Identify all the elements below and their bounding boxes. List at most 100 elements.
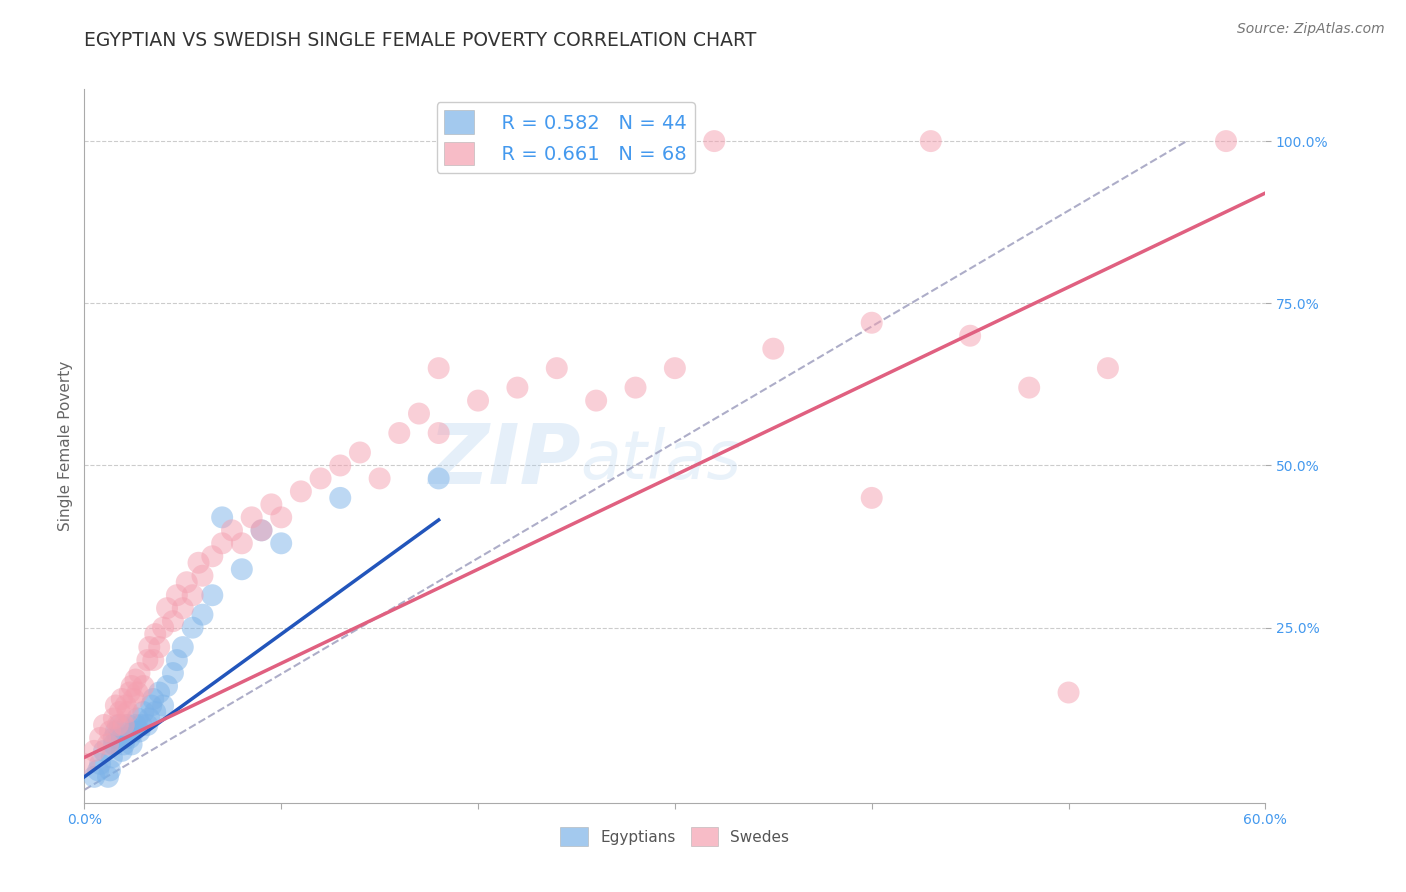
Point (152, 698, 174, 713)
Point (211, 536, 233, 550)
Point (250, 524, 273, 538)
Point (191, 607, 214, 622)
Point (156, 601, 179, 615)
Point (103, 711, 125, 725)
Point (959, 328, 981, 343)
Point (83, 744, 105, 758)
Point (118, 731, 141, 745)
Text: EGYPTIAN VS SWEDISH SINGLE FEMALE POVERTY CORRELATION CHART: EGYPTIAN VS SWEDISH SINGLE FEMALE POVERT… (84, 31, 756, 50)
Point (1215, 134, 1237, 148)
Point (114, 698, 136, 713)
Point (131, 718, 153, 732)
Point (231, 536, 253, 550)
Point (138, 640, 160, 654)
Point (136, 718, 159, 732)
Point (112, 738, 135, 752)
Point (250, 524, 273, 538)
Point (132, 679, 155, 693)
Point (624, 381, 647, 395)
Point (181, 588, 204, 602)
Point (107, 731, 129, 745)
Point (201, 588, 224, 602)
Point (388, 425, 411, 440)
Point (290, 484, 312, 499)
Point (142, 692, 165, 706)
Y-axis label: Single Female Poverty: Single Female Poverty (58, 361, 73, 531)
Point (860, 491, 883, 505)
Point (166, 588, 188, 602)
Point (89, 756, 111, 771)
Point (127, 711, 149, 725)
Point (231, 562, 253, 576)
Point (93, 744, 115, 758)
Point (166, 653, 188, 667)
Point (121, 679, 143, 693)
Point (187, 556, 209, 570)
Point (117, 718, 139, 732)
Point (143, 627, 166, 641)
Point (108, 718, 131, 732)
Text: atlas: atlas (581, 427, 741, 493)
Point (191, 568, 214, 582)
Point (240, 510, 263, 524)
Point (349, 445, 371, 459)
Point (201, 549, 224, 564)
Point (221, 524, 243, 538)
Point (172, 601, 194, 615)
Point (83, 770, 105, 784)
Point (73, 756, 96, 771)
Point (124, 673, 146, 687)
Point (111, 692, 134, 706)
Point (114, 731, 136, 745)
Point (408, 407, 430, 421)
Point (162, 614, 184, 628)
Point (142, 653, 165, 667)
Point (107, 718, 129, 732)
Point (920, 134, 942, 148)
Point (97, 738, 120, 752)
Point (368, 471, 391, 485)
Point (97, 770, 120, 784)
Point (132, 705, 155, 719)
Point (118, 685, 141, 699)
Point (117, 705, 139, 719)
Point (181, 621, 204, 635)
Point (172, 640, 194, 654)
Point (148, 685, 170, 699)
Point (309, 471, 332, 485)
Point (98, 724, 121, 739)
Point (89, 731, 111, 745)
Point (103, 731, 125, 745)
Point (176, 575, 198, 590)
Point (270, 510, 292, 524)
Point (329, 458, 352, 473)
Point (506, 381, 529, 395)
Point (1097, 361, 1119, 376)
Point (127, 685, 149, 699)
Point (427, 471, 450, 485)
Point (860, 316, 883, 330)
Point (93, 718, 115, 732)
Point (427, 425, 450, 440)
Point (103, 738, 125, 752)
Point (122, 692, 145, 706)
Point (104, 698, 127, 713)
Point (329, 491, 352, 505)
Point (152, 621, 174, 635)
Point (136, 653, 159, 667)
Point (143, 705, 166, 719)
Point (703, 134, 725, 148)
Point (104, 724, 127, 739)
Point (138, 711, 160, 725)
Point (156, 679, 179, 693)
Point (111, 744, 134, 758)
Point (112, 718, 135, 732)
Point (467, 393, 489, 408)
Point (122, 724, 145, 739)
Point (762, 342, 785, 356)
Point (585, 393, 607, 408)
Point (270, 536, 292, 550)
Point (87, 764, 110, 778)
Point (98, 764, 121, 778)
Text: Source: ZipAtlas.com: Source: ZipAtlas.com (1237, 22, 1385, 37)
